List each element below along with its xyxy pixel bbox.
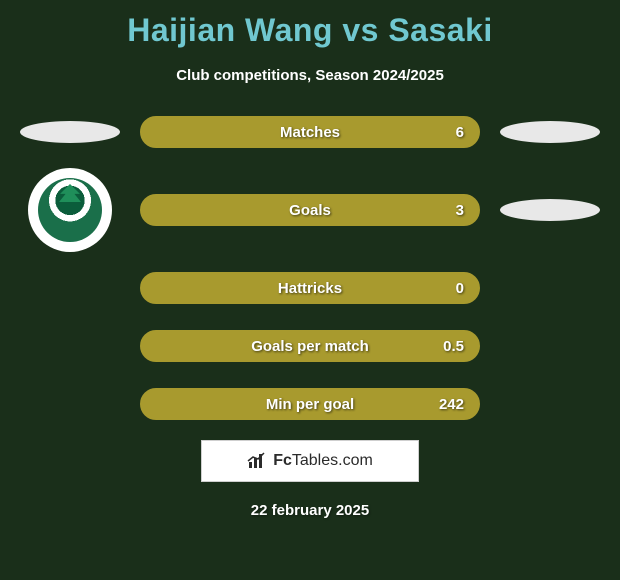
stat-right-value: 3 <box>444 202 464 219</box>
left-side-slot <box>20 324 120 368</box>
stat-label: Goals <box>142 202 478 219</box>
stats-area: Matches 6 Goals 3 <box>0 110 620 426</box>
palm-icon <box>59 184 81 202</box>
right-side-slot <box>500 266 600 310</box>
stat-row: Goals per match 0.5 <box>0 324 620 368</box>
right-side-slot <box>500 110 600 154</box>
stat-label: Min per goal <box>142 396 478 413</box>
brand-prefix: Fc <box>273 452 292 469</box>
stat-right-value: 0 <box>444 280 464 297</box>
left-side-slot <box>20 382 120 426</box>
player-placeholder-right <box>500 121 600 143</box>
right-side-slot <box>500 188 600 232</box>
stat-row: Hattricks 0 <box>0 266 620 310</box>
stat-bar-min-per-goal: Min per goal 242 <box>140 388 480 420</box>
bar-chart-icon <box>247 452 269 470</box>
stat-row: Matches 6 <box>0 110 620 154</box>
crest-graphic <box>38 178 102 242</box>
stat-row: Goals 3 <box>0 168 620 252</box>
subtitle: Club competitions, Season 2024/2025 <box>0 67 620 84</box>
left-side-slot <box>20 266 120 310</box>
brand-text: FcTables.com <box>273 452 373 470</box>
stat-label: Matches <box>142 124 478 141</box>
brand-badge[interactable]: FcTables.com <box>201 440 419 482</box>
stat-label: Goals per match <box>142 338 478 355</box>
stat-right-value: 0.5 <box>443 338 464 355</box>
stat-bar-matches: Matches 6 <box>140 116 480 148</box>
stat-bar-goals: Goals 3 <box>140 194 480 226</box>
stat-right-value: 242 <box>439 396 464 413</box>
date-text: 22 february 2025 <box>0 502 620 519</box>
page-title: Haijian Wang vs Sasaki <box>0 12 620 49</box>
brand-suffix: Tables.com <box>292 452 373 469</box>
club-crest-left <box>28 168 112 252</box>
right-side-slot <box>500 382 600 426</box>
stat-label: Hattricks <box>142 280 478 297</box>
left-side-slot <box>20 110 120 154</box>
player-placeholder-left <box>20 121 120 143</box>
player-placeholder-right <box>500 199 600 221</box>
stat-row: Min per goal 242 <box>0 382 620 426</box>
left-side-slot <box>20 168 120 252</box>
infographic-container: Haijian Wang vs Sasaki Club competitions… <box>0 0 620 527</box>
stat-right-value: 6 <box>444 124 464 141</box>
stat-bar-hattricks: Hattricks 0 <box>140 272 480 304</box>
right-side-slot <box>500 324 600 368</box>
stat-bar-goals-per-match: Goals per match 0.5 <box>140 330 480 362</box>
